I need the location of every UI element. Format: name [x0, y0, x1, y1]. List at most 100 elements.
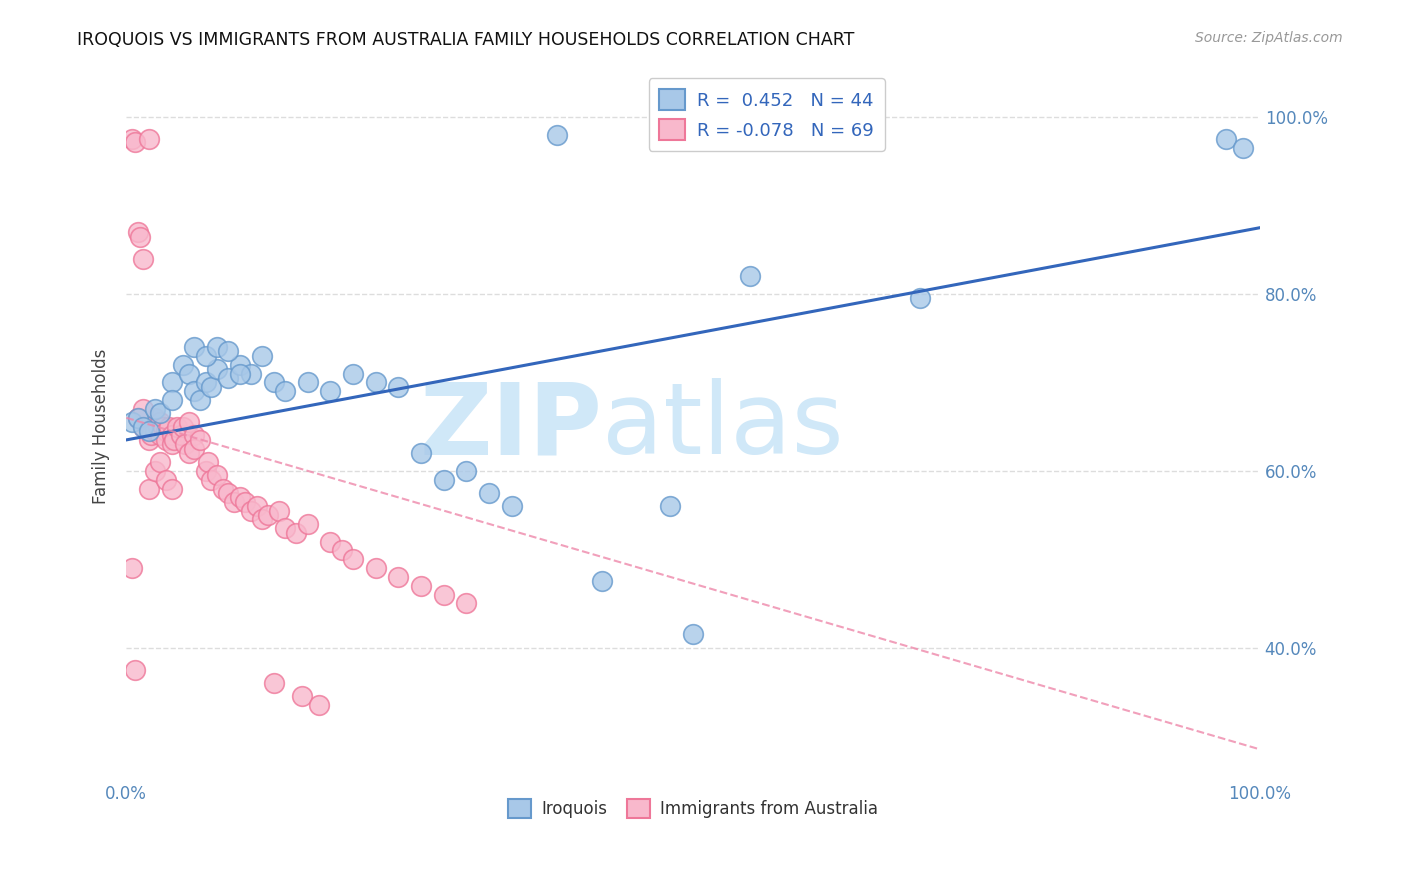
- Point: [149, 455, 172, 469]
- Point: [149, 406, 172, 420]
- Point: [240, 367, 263, 381]
- Point: [143, 401, 166, 416]
- Point: [141, 428, 163, 442]
- Point: [409, 446, 432, 460]
- Point: [132, 252, 155, 266]
- Point: [194, 376, 217, 390]
- Point: [172, 419, 194, 434]
- Point: [155, 473, 177, 487]
- Point: [274, 521, 297, 535]
- Point: [197, 455, 219, 469]
- Point: [200, 380, 222, 394]
- Point: [501, 500, 523, 514]
- Point: [177, 446, 200, 460]
- Point: [129, 229, 152, 244]
- Point: [387, 570, 409, 584]
- Point: [160, 376, 183, 390]
- Point: [211, 482, 233, 496]
- Point: [1215, 132, 1237, 146]
- Text: ZIP: ZIP: [419, 378, 602, 475]
- Point: [263, 676, 285, 690]
- Point: [228, 367, 250, 381]
- Point: [149, 428, 172, 442]
- Point: [194, 464, 217, 478]
- Point: [205, 340, 228, 354]
- Point: [146, 419, 169, 434]
- Point: [433, 473, 456, 487]
- Point: [252, 349, 274, 363]
- Point: [1232, 141, 1254, 155]
- Point: [291, 690, 314, 704]
- Point: [163, 433, 186, 447]
- Point: [143, 410, 166, 425]
- Point: [387, 380, 409, 394]
- Text: Source: ZipAtlas.com: Source: ZipAtlas.com: [1195, 31, 1343, 45]
- Point: [183, 340, 205, 354]
- Point: [908, 292, 931, 306]
- Point: [188, 433, 211, 447]
- Point: [342, 367, 364, 381]
- Text: IROQUOIS VS IMMIGRANTS FROM AUSTRALIA FAMILY HOUSEHOLDS CORRELATION CHART: IROQUOIS VS IMMIGRANTS FROM AUSTRALIA FA…: [77, 31, 855, 49]
- Point: [127, 410, 149, 425]
- Y-axis label: Family Households: Family Households: [93, 349, 110, 504]
- Point: [143, 464, 166, 478]
- Point: [274, 384, 297, 399]
- Point: [183, 442, 205, 456]
- Point: [319, 534, 342, 549]
- Point: [183, 384, 205, 399]
- Point: [170, 428, 193, 442]
- Point: [127, 410, 149, 425]
- Point: [240, 503, 263, 517]
- Point: [160, 428, 183, 442]
- Point: [121, 561, 143, 575]
- Point: [174, 437, 197, 451]
- Point: [200, 473, 222, 487]
- Point: [478, 486, 501, 500]
- Point: [149, 415, 172, 429]
- Point: [138, 433, 160, 447]
- Point: [152, 419, 174, 434]
- Point: [217, 344, 239, 359]
- Point: [172, 358, 194, 372]
- Point: [132, 419, 155, 434]
- Point: [682, 627, 704, 641]
- Point: [217, 486, 239, 500]
- Point: [177, 415, 200, 429]
- Point: [342, 552, 364, 566]
- Point: [319, 384, 342, 399]
- Point: [135, 415, 157, 429]
- Point: [591, 574, 613, 589]
- Point: [297, 516, 319, 531]
- Point: [330, 543, 353, 558]
- Point: [143, 424, 166, 438]
- Point: [269, 503, 291, 517]
- Point: [160, 393, 183, 408]
- Point: [121, 132, 143, 146]
- Point: [155, 433, 177, 447]
- Point: [263, 376, 285, 390]
- Point: [257, 508, 280, 522]
- Point: [205, 468, 228, 483]
- Point: [738, 269, 761, 284]
- Point: [157, 419, 180, 434]
- Point: [166, 419, 188, 434]
- Point: [228, 358, 250, 372]
- Point: [456, 597, 478, 611]
- Legend: Iroquois, Immigrants from Australia: Iroquois, Immigrants from Australia: [501, 792, 886, 825]
- Point: [138, 132, 160, 146]
- Point: [194, 349, 217, 363]
- Point: [456, 464, 478, 478]
- Point: [222, 495, 245, 509]
- Point: [308, 698, 330, 713]
- Point: [233, 495, 256, 509]
- Point: [155, 424, 177, 438]
- Point: [252, 512, 274, 526]
- Point: [659, 500, 682, 514]
- Point: [205, 362, 228, 376]
- Point: [138, 482, 160, 496]
- Point: [127, 410, 149, 425]
- Point: [246, 500, 269, 514]
- Point: [364, 376, 387, 390]
- Point: [132, 419, 155, 434]
- Point: [177, 367, 200, 381]
